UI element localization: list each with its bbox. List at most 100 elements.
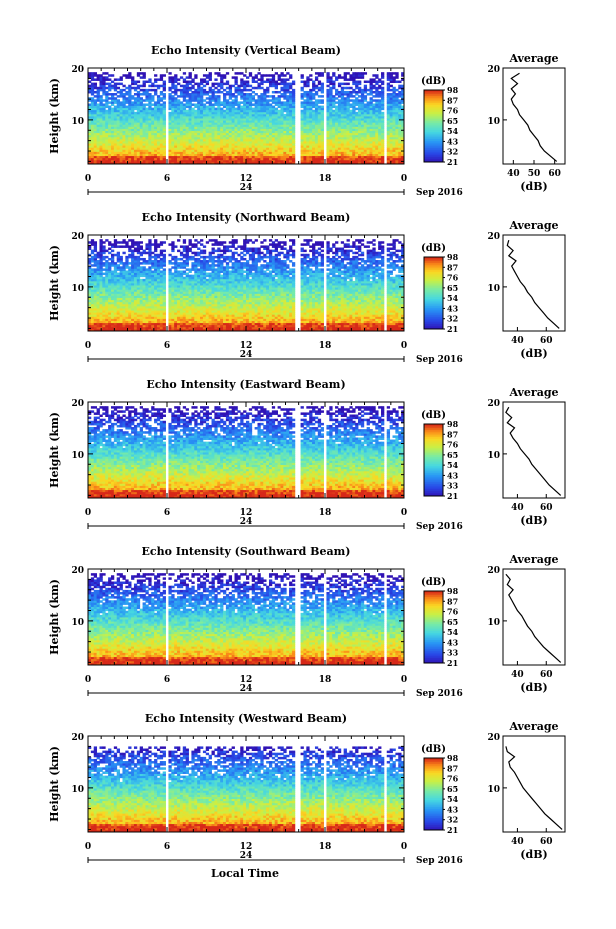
echo-cell xyxy=(111,270,114,272)
echo-cell xyxy=(372,95,375,97)
echo-cell xyxy=(131,76,134,78)
echo-cell xyxy=(255,87,258,89)
echo-cell xyxy=(212,103,215,105)
colorbar: (dB)2132435465768798 xyxy=(421,76,459,167)
echo-cell xyxy=(125,270,128,272)
echo-cell xyxy=(286,83,289,85)
echo-cell xyxy=(329,76,332,78)
echo-cell xyxy=(111,74,114,76)
y-tick-label: 10 xyxy=(71,117,84,127)
echo-cell xyxy=(349,87,352,89)
echo-cell xyxy=(108,83,111,85)
echo-cell xyxy=(223,83,226,85)
echo-cell xyxy=(370,78,373,80)
echo-cell xyxy=(301,81,304,83)
echo-cell xyxy=(272,106,275,108)
echo-cell xyxy=(292,89,295,91)
echo-cell xyxy=(140,72,143,74)
echo-cell xyxy=(349,99,352,101)
echo-cell xyxy=(338,91,341,93)
echo-cell xyxy=(203,85,206,87)
echo-cell xyxy=(134,97,137,99)
echo-cell xyxy=(246,76,249,78)
echo-cell xyxy=(171,95,174,97)
echo-cell xyxy=(243,81,246,83)
echo-cell xyxy=(315,85,318,87)
echo-cell xyxy=(289,74,292,76)
echo-cell xyxy=(278,110,281,112)
echo-cell xyxy=(105,83,108,85)
echo-cell xyxy=(280,78,283,80)
echo-cell xyxy=(326,85,329,87)
echo-cell xyxy=(94,91,97,93)
echo-cell xyxy=(145,268,148,270)
echo-cell xyxy=(160,91,163,93)
echo-cell xyxy=(108,258,111,260)
echo-cell xyxy=(269,99,272,101)
echo-cell xyxy=(301,110,304,112)
echo-cell xyxy=(183,103,186,105)
echo-cell xyxy=(301,74,304,76)
echo-cell xyxy=(375,74,378,76)
echo-cell xyxy=(186,81,189,83)
echo-cell xyxy=(140,241,143,243)
echo-cell xyxy=(347,78,350,80)
echo-cell xyxy=(260,74,263,76)
echo-cell xyxy=(209,95,212,97)
echo-cell xyxy=(140,262,143,264)
echo-cell xyxy=(341,87,344,89)
echo-cell xyxy=(94,99,97,101)
echo-cell xyxy=(160,85,163,87)
echo-cell xyxy=(220,101,223,103)
echo-cell xyxy=(226,99,229,101)
echo-cell xyxy=(286,95,289,97)
echo-cell xyxy=(111,108,114,110)
echo-cell xyxy=(240,72,243,74)
echo-cell xyxy=(283,78,286,80)
echo-cell xyxy=(217,72,220,74)
y-axis-label: Height (km) xyxy=(48,78,61,154)
echo-cell xyxy=(137,256,140,258)
echo-cell xyxy=(226,87,229,89)
echo-cell xyxy=(134,93,137,95)
echo-cell xyxy=(252,91,255,93)
echo-cell xyxy=(378,91,381,93)
echo-cell xyxy=(332,110,335,112)
echo-cell xyxy=(272,91,275,93)
echo-cell xyxy=(393,72,396,74)
echo-cell xyxy=(189,81,192,83)
echo-cell xyxy=(151,108,154,110)
echo-cell xyxy=(114,93,117,95)
echo-cell xyxy=(128,254,131,256)
echo-cell xyxy=(395,89,398,91)
echo-cell xyxy=(240,78,243,80)
echo-cell xyxy=(335,76,338,78)
echo-cell xyxy=(143,99,146,101)
echo-cell xyxy=(395,72,398,74)
echo-cell xyxy=(321,83,324,85)
echo-cell xyxy=(128,262,131,264)
echo-cell xyxy=(125,97,128,99)
echo-cell xyxy=(266,95,269,97)
echo-cell xyxy=(361,72,364,74)
echo-cell xyxy=(131,87,134,89)
echo-cell xyxy=(143,89,146,91)
echo-cell xyxy=(143,103,146,105)
echo-cell xyxy=(125,91,128,93)
echo-cell xyxy=(352,72,355,74)
echo-cell xyxy=(183,78,186,80)
echo-cell xyxy=(140,252,143,254)
echo-cell xyxy=(272,95,275,97)
echo-cell xyxy=(128,266,131,268)
echo-cell xyxy=(186,99,189,101)
echo-cell xyxy=(163,93,166,95)
echo-cell xyxy=(125,87,128,89)
echo-cell xyxy=(91,268,94,270)
echo-cell xyxy=(128,72,131,74)
echo-cell xyxy=(347,91,350,93)
echo-cell xyxy=(194,83,197,85)
panel-title: Echo Intensity (Northward Beam) xyxy=(142,211,351,224)
echo-cell xyxy=(134,112,137,114)
echo-cell xyxy=(117,241,120,243)
